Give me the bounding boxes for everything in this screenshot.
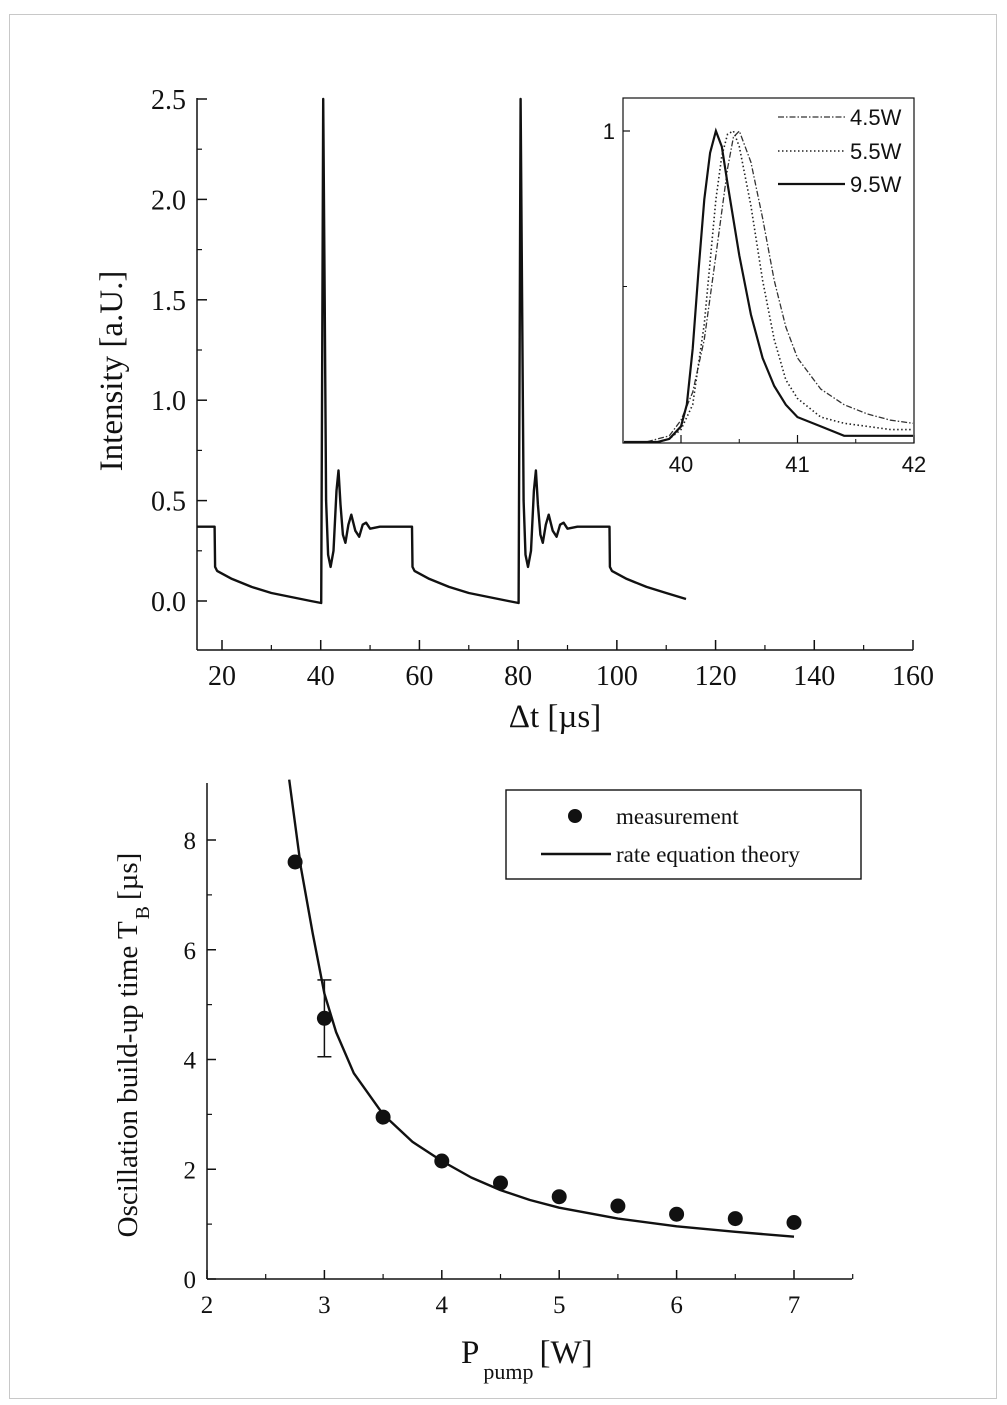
bottom-ticks xyxy=(206,839,854,1280)
bottom-x-tick-labels: 2 3 4 5 6 7 xyxy=(201,1292,801,1319)
top-y-tick-label: 1.5 xyxy=(151,286,186,317)
bottom-y-axis-label: Oscillation build-up time T B [µs] xyxy=(112,853,154,1238)
top-y-axis-label: Intensity [a.U.] xyxy=(94,271,130,472)
legend-label-theory: rate equation theory xyxy=(616,842,800,867)
inset-chart: 40 41 42 1 4.5W 5.5W 9.5W xyxy=(603,97,926,477)
measurement-point xyxy=(786,1215,802,1230)
legend-label-4p5w: 4.5W xyxy=(850,105,902,130)
legend-label-9p5w: 9.5W xyxy=(850,172,902,197)
bottom-legend-box xyxy=(505,789,862,880)
measurement-point xyxy=(316,1010,332,1026)
top-x-tick-label: 160 xyxy=(892,661,934,692)
inset-legend: 4.5W 5.5W 9.5W xyxy=(778,105,902,197)
bottom-x-tick-label: 3 xyxy=(318,1292,331,1319)
measurement-point xyxy=(551,1189,567,1205)
measurement-point xyxy=(610,1198,626,1214)
top-x-tick-labels: 20 40 60 80 100 120 140 160 xyxy=(208,661,934,692)
top-y-tick-label: 2.5 xyxy=(151,85,186,116)
measurement-point xyxy=(727,1211,743,1227)
measurement-points xyxy=(287,854,802,1230)
top-x-tick-label: 100 xyxy=(596,661,638,692)
bottom-x-tick-label: 2 xyxy=(201,1292,214,1319)
bottom-x-axis-label: Ppump[W] xyxy=(461,1335,593,1384)
inset-y-tick-label: 1 xyxy=(603,119,615,144)
bottom-y-tick-label: 0 xyxy=(184,1267,197,1294)
top-x-tick-label: 60 xyxy=(405,661,433,692)
x-label-sub: pump xyxy=(483,1359,533,1384)
top-x-tick-label: 120 xyxy=(695,661,737,692)
x-label-main: P xyxy=(461,1335,479,1371)
inset-x-tick-label: 41 xyxy=(785,452,809,477)
inset-x-tick-labels: 40 41 42 xyxy=(669,452,926,477)
top-x-tick-label: 20 xyxy=(208,661,236,692)
bottom-x-tick-label: 5 xyxy=(553,1292,566,1319)
y-label-sub: B xyxy=(132,906,154,919)
top-x-tick-label: 40 xyxy=(307,661,335,692)
inset-line-9p5w xyxy=(624,127,913,444)
bottom-x-tick-label: 6 xyxy=(670,1292,683,1319)
measurement-point xyxy=(375,1109,391,1125)
x-label-unit: [W] xyxy=(539,1335,592,1371)
bottom-y-tick-label: 4 xyxy=(184,1048,197,1075)
top-x-tick-label: 140 xyxy=(793,661,835,692)
legend-label-measurement: measurement xyxy=(616,804,739,829)
bottom-legend: measurement rate equation theory xyxy=(505,789,862,880)
bottom-y-tick-label: 8 xyxy=(184,828,197,855)
top-y-tick-label: 2.0 xyxy=(151,185,186,216)
top-x-axis-label: Δt [µs] xyxy=(509,699,601,735)
measurement-point xyxy=(287,854,303,870)
inset-line-5p5w xyxy=(624,129,913,443)
measurement-point xyxy=(493,1175,508,1191)
bottom-y-tick-label: 2 xyxy=(184,1157,197,1184)
top-chart: 0.00.51.01.52.02.5 20 40 60 80 100 120 140 160 … xyxy=(94,85,934,735)
inset-x-tick-label: 40 xyxy=(669,452,693,477)
y-label-main: Oscillation build-up time T xyxy=(112,921,144,1237)
top-y-tick-label: 1.0 xyxy=(151,386,186,417)
top-y-tick-label: 0.0 xyxy=(151,587,186,618)
inset-frame xyxy=(622,97,915,444)
y-label-unit: [µs] xyxy=(112,853,144,900)
bottom-y-tick-labels: 0 2 4 6 8 xyxy=(184,828,197,1294)
top-series-line xyxy=(197,97,687,605)
bottom-x-tick-label: 7 xyxy=(788,1292,801,1319)
bottom-x-tick-label: 4 xyxy=(436,1292,449,1319)
inset-ticks xyxy=(623,130,915,443)
legend-marker-measurement xyxy=(568,809,582,823)
top-ticks xyxy=(197,98,914,650)
top-y-tick-labels: 0.0 0.5 1.0 1.5 2.0 2.5 xyxy=(151,85,186,618)
top-x-tick-label: 80 xyxy=(504,661,532,692)
inset-x-tick-label: 42 xyxy=(902,452,926,477)
bottom-y-tick-label: 6 xyxy=(184,938,197,965)
figure-border xyxy=(9,14,997,1399)
measurement-point xyxy=(669,1206,685,1222)
top-y-tick-label: 0.5 xyxy=(151,487,186,518)
measurement-point xyxy=(434,1153,450,1169)
inset-y-tick-labels: 1 xyxy=(603,119,615,144)
legend-label-5p5w: 5.5W xyxy=(850,139,902,164)
